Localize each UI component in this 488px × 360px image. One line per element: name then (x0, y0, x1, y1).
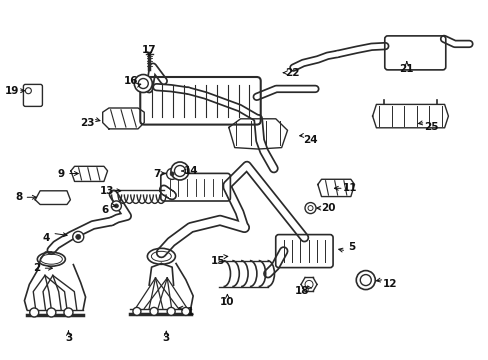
Text: 18: 18 (294, 286, 309, 296)
Circle shape (167, 307, 175, 315)
Text: 22: 22 (285, 68, 299, 78)
Text: 17: 17 (142, 45, 156, 55)
Circle shape (150, 307, 158, 315)
Text: 19: 19 (5, 86, 20, 96)
Text: 2: 2 (33, 263, 40, 273)
Text: 14: 14 (183, 166, 198, 176)
Text: 15: 15 (210, 256, 224, 266)
Circle shape (305, 203, 315, 213)
Text: 21: 21 (399, 64, 413, 74)
Text: 8: 8 (15, 192, 22, 202)
Circle shape (111, 201, 121, 211)
Text: 11: 11 (342, 183, 356, 193)
Text: 20: 20 (321, 203, 335, 213)
Text: 1: 1 (187, 307, 194, 318)
Circle shape (133, 307, 141, 315)
Circle shape (356, 271, 374, 289)
Circle shape (30, 308, 39, 317)
Circle shape (47, 308, 56, 317)
Circle shape (64, 308, 73, 317)
Text: 6: 6 (102, 204, 108, 215)
Text: 23: 23 (80, 118, 94, 128)
Text: 10: 10 (220, 297, 234, 307)
Text: 24: 24 (303, 135, 317, 145)
Text: 9: 9 (58, 168, 64, 179)
Text: 7: 7 (152, 168, 160, 179)
Circle shape (76, 234, 81, 239)
Text: 3: 3 (163, 333, 169, 343)
Text: 3: 3 (65, 333, 72, 343)
Text: 25: 25 (423, 122, 438, 132)
Circle shape (171, 162, 188, 180)
Text: 5: 5 (348, 242, 355, 252)
Circle shape (73, 231, 83, 242)
Text: 16: 16 (123, 76, 138, 86)
Circle shape (166, 168, 177, 179)
Circle shape (134, 75, 152, 93)
Circle shape (182, 307, 189, 315)
Circle shape (170, 172, 174, 176)
Circle shape (114, 204, 118, 208)
Text: 13: 13 (99, 186, 114, 196)
Text: 12: 12 (382, 279, 397, 289)
Text: 4: 4 (42, 233, 50, 243)
